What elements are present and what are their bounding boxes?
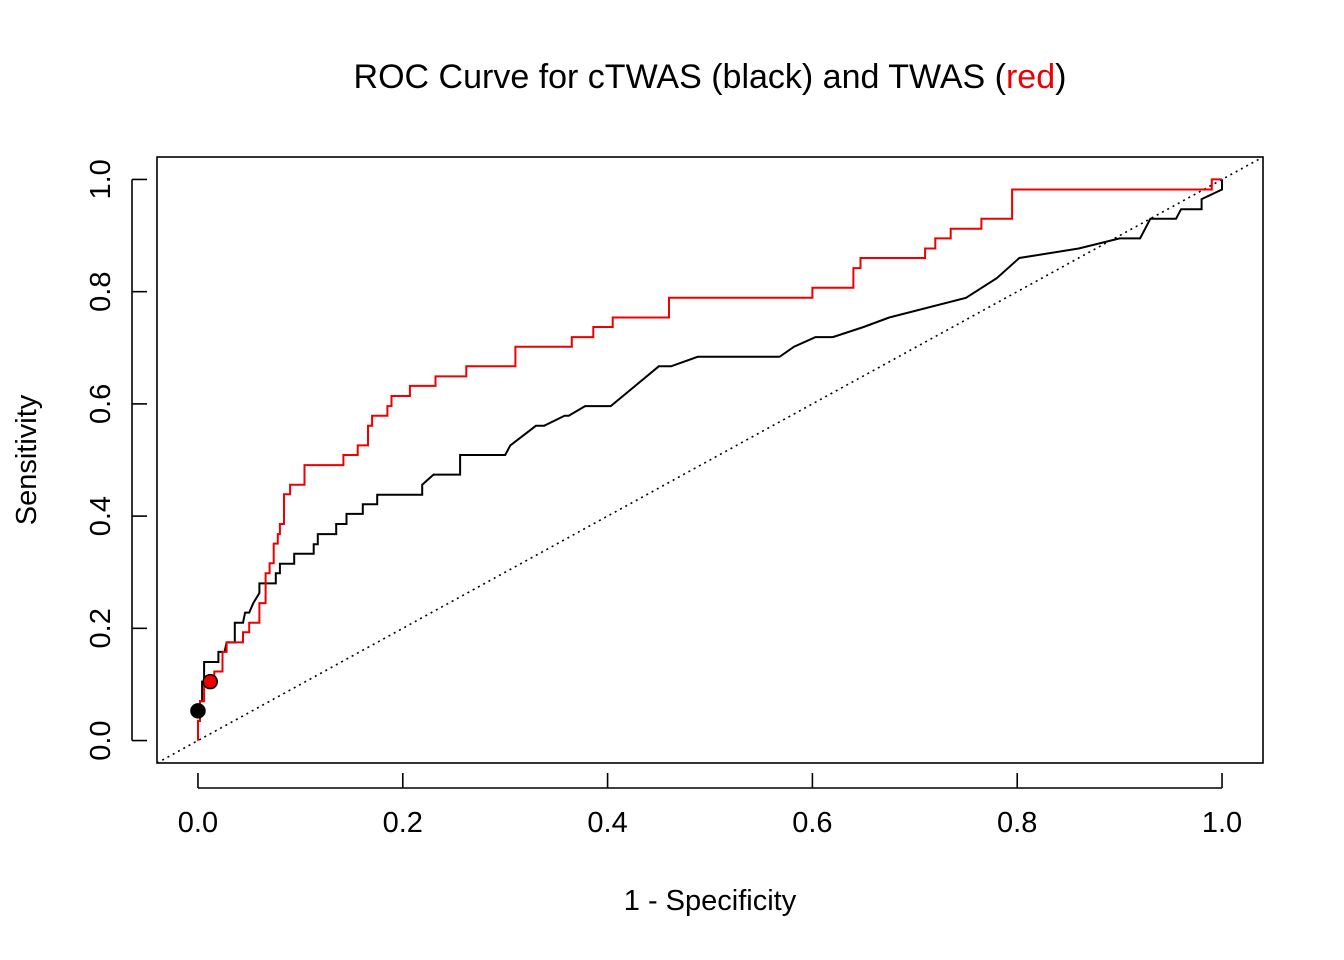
y-axis-label: Sensitivity bbox=[11, 394, 43, 525]
plot-frame bbox=[156, 156, 1264, 764]
chart-title-highlight: red bbox=[1006, 58, 1055, 96]
y-tick-label: 0.8 bbox=[85, 272, 117, 312]
chart-title: ROC Curve for cTWAS (black) and TWAS (re… bbox=[354, 58, 1067, 96]
series-line-black bbox=[197, 179, 1223, 741]
y-tick-label: 0.4 bbox=[85, 496, 117, 536]
x-tick-label: 0.0 bbox=[178, 807, 218, 839]
plot-area bbox=[156, 156, 1264, 764]
reference-diagonal-line bbox=[156, 156, 1264, 764]
x-tick-label: 0.2 bbox=[383, 807, 423, 839]
y-tick-label: 0.0 bbox=[85, 720, 117, 760]
x-tick-label: 0.6 bbox=[792, 807, 832, 839]
threshold-point-black bbox=[190, 703, 206, 719]
chart-title-suffix: ) bbox=[1055, 58, 1066, 96]
x-tick-label: 0.8 bbox=[997, 807, 1037, 839]
y-tick-label: 0.2 bbox=[85, 608, 117, 648]
x-tick-label: 1.0 bbox=[1202, 807, 1242, 839]
threshold-point-red bbox=[202, 673, 219, 690]
y-tick-label: 1.0 bbox=[85, 159, 117, 199]
y-tick-label: 0.6 bbox=[85, 384, 117, 424]
x-axis: 0.0 0.2 0.4 0.6 0.8 1.0 bbox=[178, 773, 1242, 839]
x-tick-label: 0.4 bbox=[587, 807, 627, 839]
chart-title-prefix: ROC Curve for cTWAS (black) and TWAS ( bbox=[354, 58, 1007, 96]
y-axis: 0.0 0.2 0.4 0.6 0.8 1.0 bbox=[85, 159, 147, 761]
x-axis-label: 1 - Specificity bbox=[624, 885, 797, 917]
series-line-red bbox=[197, 178, 1222, 741]
